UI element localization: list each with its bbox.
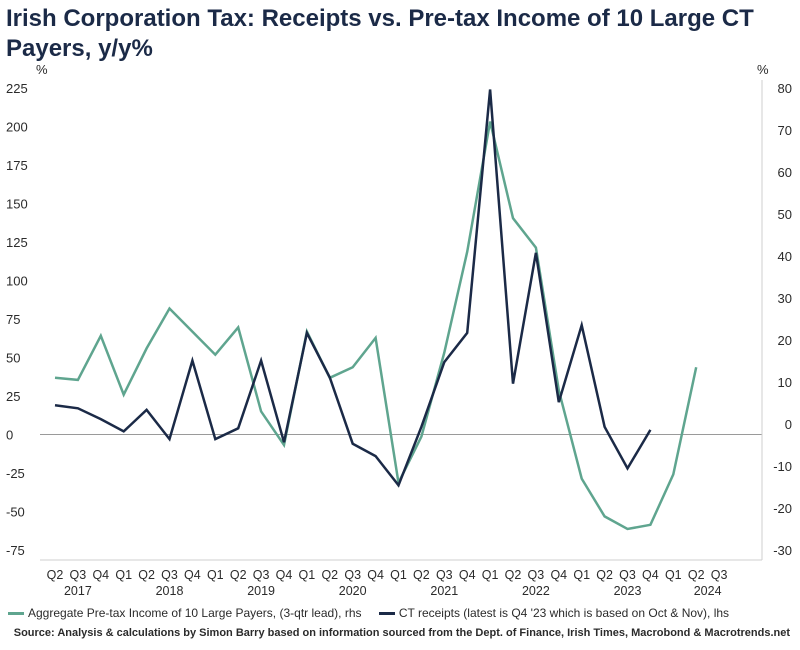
right-axis-tick-label: -20	[773, 501, 792, 516]
gridlines	[40, 80, 763, 561]
left-axis-tick-label: 225	[6, 81, 28, 96]
x-axis-year-label: 2017	[64, 584, 92, 598]
left-axis-tick-label: 0	[6, 428, 13, 443]
legend-item-pretax-income: Aggregate Pre-tax Income of 10 Large Pay…	[8, 606, 362, 620]
x-axis-year-label: 2020	[339, 584, 367, 598]
x-axis-year-label: 2023	[614, 584, 642, 598]
left-axis-tick-label: -25	[6, 466, 25, 481]
x-axis-year-label: 2018	[156, 584, 184, 598]
x-axis-quarter-label: Q1	[573, 568, 590, 582]
x-axis-quarter-label: Q4	[642, 568, 659, 582]
x-axis-quarter-label: Q3	[161, 568, 178, 582]
x-axis-quarter-label: Q1	[665, 568, 682, 582]
legend-label: Aggregate Pre-tax Income of 10 Large Pay…	[28, 606, 362, 620]
x-axis-quarter-label: Q4	[276, 568, 293, 582]
right-axis-tick-label: 50	[778, 207, 792, 222]
x-axis-quarter-label: Q1	[115, 568, 132, 582]
legend-item-ct-receipts: CT receipts (latest is Q4 '23 which is b…	[378, 606, 730, 620]
right-axis-tick-label: 20	[778, 333, 792, 348]
legend-swatch-navy	[378, 612, 395, 616]
left-axis-tick-label: 125	[6, 235, 28, 250]
chart-title: Irish Corporation Tax: Receipts vs. Pre-…	[6, 5, 754, 62]
x-axis-quarter-label: Q4	[184, 568, 201, 582]
x-axis-quarter-label: Q3	[253, 568, 270, 582]
left-axis-tick-label: 50	[6, 351, 20, 366]
right-axis-tick-label: -10	[773, 459, 792, 474]
x-axis-quarter-label: Q1	[482, 568, 499, 582]
series-lines	[54, 89, 698, 531]
right-axis: % 80 70 60 50 40 30 20 10 0 -10 -20 -30	[757, 62, 792, 558]
left-axis-tick-label: 100	[6, 274, 28, 289]
x-axis-quarter-label: Q1	[390, 568, 407, 582]
left-axis-tick-label: -50	[6, 505, 25, 520]
right-axis-tick-label: -30	[773, 543, 792, 558]
x-axis-quarter-label: Q1	[207, 568, 224, 582]
right-axis-tick-label: 10	[778, 375, 792, 390]
series-line-ct-receipts	[54, 89, 652, 488]
x-axis-quarter-label: Q2	[138, 568, 155, 582]
x-axis-quarter-label: Q3	[70, 568, 87, 582]
x-axis: Q2 Q3 Q4 Q1 Q2 Q3 Q4 Q1 Q2 Q3 Q4 Q1 Q2 Q3 Q4 Q1 Q2 Q3 Q4 Q1…	[47, 568, 728, 598]
x-axis-year-label: 2021	[430, 584, 458, 598]
left-axis: % 225 200 175 150 125 100 75 50 25 0 -25 -50 -75	[6, 62, 48, 558]
x-axis-quarter-label: Q3	[619, 568, 636, 582]
x-axis-quarter-label: Q2	[413, 568, 430, 582]
left-axis-unit: %	[36, 62, 48, 77]
x-axis-quarter-label: Q2	[230, 568, 247, 582]
x-axis-quarter-label: Q2	[321, 568, 338, 582]
x-axis-quarter-label: Q2	[505, 568, 522, 582]
series-line-pretax-income	[54, 121, 698, 531]
x-axis-quarter-label: Q2	[47, 568, 64, 582]
right-axis-unit: %	[757, 62, 769, 77]
right-axis-tick-label: 80	[778, 81, 792, 96]
legend: Aggregate Pre-tax Income of 10 Large Pay…	[8, 606, 798, 620]
left-axis-tick-label: -75	[6, 543, 25, 558]
left-axis-tick-label: 150	[6, 197, 28, 212]
x-axis-quarter-label: Q4	[459, 568, 476, 582]
x-axis-quarter-label: Q1	[299, 568, 316, 582]
x-axis-quarter-label: Q4	[550, 568, 567, 582]
x-axis-quarter-label: Q3	[528, 568, 545, 582]
x-axis-quarter-label: Q4	[92, 568, 109, 582]
left-axis-tick-label: 175	[6, 158, 28, 173]
x-axis-quarter-label: Q3	[436, 568, 453, 582]
left-axis-tick-label: 75	[6, 312, 20, 327]
x-axis-quarter-label: Q3	[711, 568, 728, 582]
legend-swatch-green	[8, 612, 24, 616]
x-axis-quarter-label: Q2	[596, 568, 613, 582]
right-axis-tick-label: 30	[778, 291, 792, 306]
x-axis-year-label: 2024	[694, 584, 722, 598]
right-axis-tick-label: 60	[778, 165, 792, 180]
x-axis-quarter-label: Q3	[344, 568, 361, 582]
x-axis-year-label: 2019	[247, 584, 275, 598]
right-axis-tick-label: 40	[778, 249, 792, 264]
source-note: Source: Analysis & calculations by Simon…	[13, 627, 790, 639]
left-axis-tick-label: 25	[6, 389, 20, 404]
legend-label: CT receipts (latest is Q4 '23 which is b…	[398, 606, 730, 620]
right-axis-tick-label: 70	[778, 123, 792, 138]
x-axis-quarter-label: Q2	[688, 568, 705, 582]
left-axis-tick-label: 200	[6, 120, 28, 135]
right-axis-tick-label: 0	[785, 417, 792, 432]
x-axis-quarter-label: Q4	[367, 568, 384, 582]
x-axis-year-label: 2022	[522, 584, 550, 598]
